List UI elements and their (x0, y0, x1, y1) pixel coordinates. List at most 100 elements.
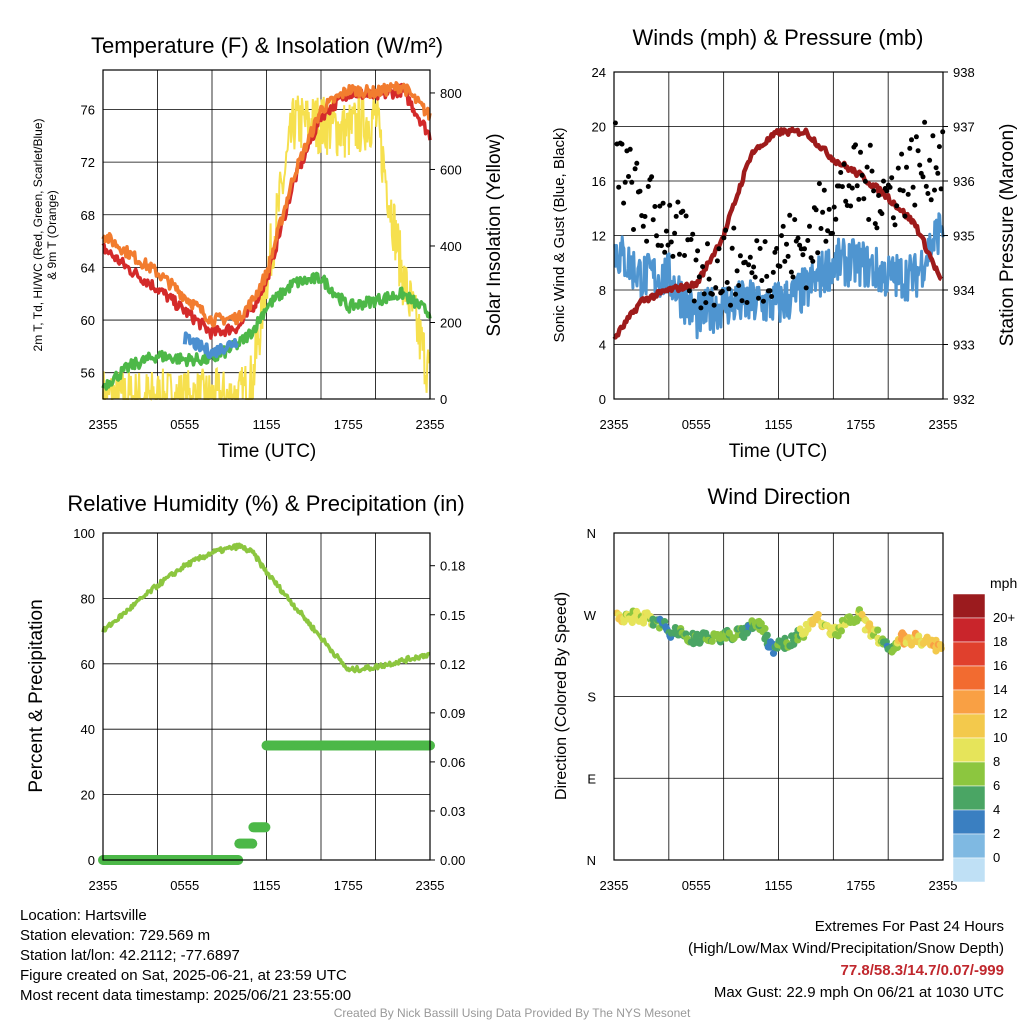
temperature-title: Temperature (F) & Insolation (W/m²) (91, 33, 443, 58)
gust-point (751, 264, 757, 270)
gust-point (825, 228, 831, 234)
direction-grid (614, 532, 943, 861)
humidity-ytick-label: 100 (73, 526, 95, 541)
direction-point (937, 644, 945, 653)
pressure-y2tick-label: 938 (953, 65, 975, 80)
gust-point (909, 137, 914, 143)
gust-point (805, 238, 811, 243)
pressure-line (612, 126, 943, 340)
colorbar-title: mph (990, 575, 1017, 591)
precip-y2tick-label: 0.12 (440, 657, 465, 672)
gust-point (788, 269, 794, 275)
direction-panel: Wind Direction N E S W N 2355 0555 1155 1755 2355… (553, 484, 1017, 893)
gust-point (887, 184, 893, 190)
gust-point (690, 231, 696, 237)
temperature-series-line-1 (101, 81, 432, 328)
gust-point (890, 215, 896, 221)
temperature-ylabel: 2m T, Td, HI/WC (Red, Green, Scarlet/Blu… (31, 119, 59, 352)
gust-point (706, 276, 712, 282)
direction-point (804, 625, 812, 633)
temperature-ylabel-line3: & 9m T (Orange) (45, 190, 59, 280)
gust-point (713, 285, 719, 291)
gust-point (652, 204, 658, 209)
gust-point (736, 283, 742, 288)
direction-point (763, 631, 771, 639)
gust-point (695, 248, 701, 254)
precip-point (260, 822, 271, 833)
pressure-y2tick-label: 936 (953, 174, 975, 189)
humidity-ticks: 0 20 40 60 80 100 0.00 0.03 0.06 0.09 0.12 0.15 0.18… (73, 526, 465, 893)
humidity-plot-frame (102, 532, 431, 861)
gust-point (726, 286, 732, 292)
colorbar-swatch (952, 737, 986, 763)
direction-point (809, 620, 817, 628)
temperature-ylabel-part-a: 2m T, T (31, 311, 45, 351)
temperature-xtick-label: 0555 (170, 417, 199, 432)
gust-point (867, 142, 873, 148)
gust-point (927, 157, 933, 163)
gust-point (757, 246, 763, 251)
gust-point (747, 254, 753, 260)
gust-point (627, 146, 633, 152)
colorbar-label: 2 (993, 826, 1000, 841)
gust-point (807, 223, 812, 229)
colorbar-swatch (952, 833, 986, 859)
gust-point (675, 199, 681, 205)
precip-y2tick-label: 0.09 (440, 706, 465, 721)
gust-point (785, 253, 791, 259)
winds-ytick-label: 16 (592, 174, 606, 189)
gust-point (739, 298, 745, 304)
gust-point (869, 168, 875, 174)
colorbar-label: 6 (993, 778, 1000, 793)
gust-point (691, 298, 697, 304)
winds-xtick-label: 1755 (846, 417, 875, 432)
temperature-ytick-label: 72 (81, 155, 95, 170)
gust-point (696, 274, 702, 280)
gust-point (657, 203, 663, 209)
station-location: Location: Hartsville (20, 907, 147, 924)
gust-point (658, 243, 664, 249)
temperature-xtick-label: 1155 (253, 417, 281, 432)
insolation-y2tick-label: 400 (440, 239, 462, 254)
insolation-ylabel: Solar Insolation (Yellow) (484, 133, 505, 336)
winds-ytick-label: 24 (592, 65, 606, 80)
winds-ytick-label: 0 (599, 392, 606, 407)
gust-point (902, 213, 908, 219)
gust-point (862, 178, 868, 184)
gust-point (677, 251, 682, 257)
insolation-y2tick-label: 800 (440, 86, 462, 101)
direction-ytick-label: N (587, 853, 596, 868)
precip-y2tick-label: 0.06 (440, 755, 465, 770)
max-gust: Max Gust: 22.9 mph On 06/21 at 1030 UTC (713, 984, 1004, 1001)
direction-xtick-label: 2355 (600, 878, 629, 893)
gust-point (779, 233, 784, 239)
gust-point (780, 223, 786, 229)
direction-ytick-label: N (587, 526, 596, 541)
temperature-xtick-label: 2355 (416, 417, 445, 432)
gust-point (622, 179, 628, 185)
gust-point (800, 252, 806, 258)
pressure-y2tick-label: 937 (953, 120, 975, 135)
gust-point (854, 183, 860, 189)
station-info: Location: Hartsville Station elevation: … (20, 906, 351, 1006)
temperature-ylabel-part-b: d, HI/WC (Red, Green, Scarlet/Blue) (31, 119, 45, 312)
gust-point (759, 278, 765, 283)
direction-point (743, 629, 751, 637)
gust-point (770, 269, 776, 275)
humidity-xtick-label: 1155 (253, 878, 281, 893)
gust-point (621, 200, 627, 206)
gust-point (866, 217, 872, 222)
colorbar-label: 0 (993, 850, 1000, 865)
gust-point (744, 300, 750, 305)
gust-point (904, 164, 909, 170)
gust-point (682, 253, 687, 258)
figure-created: Figure created on Sat, 2025-06-21, at 23… (20, 967, 347, 984)
sonic-wind-line (613, 212, 945, 340)
temperature-ylabel-line1: 2m T, Td, HI/WC (Red, Green, Scarlet/Blu… (31, 119, 45, 352)
humidity-xtick-label: 1755 (334, 878, 363, 893)
gust-point (871, 188, 877, 194)
gust-point (711, 302, 717, 308)
colorbar-label: 4 (993, 802, 1000, 817)
direction-point (757, 619, 765, 628)
direction-plot-frame (613, 532, 944, 861)
